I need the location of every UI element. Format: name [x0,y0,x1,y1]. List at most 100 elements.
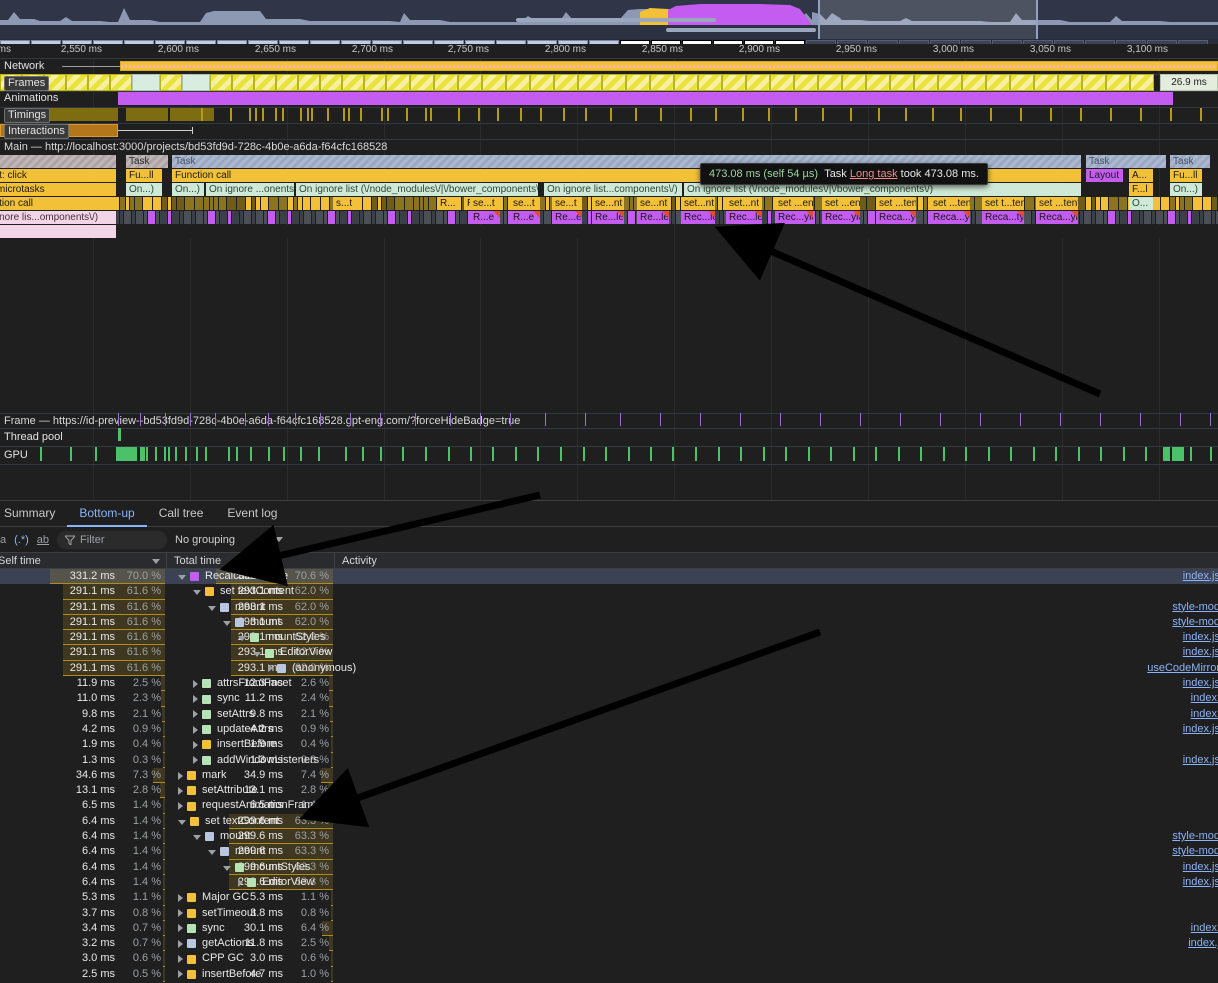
flame-bar-small[interactable] [462,197,465,210]
flame-bar-small[interactable] [1077,197,1085,210]
flame-bar[interactable]: se...t [552,197,582,210]
timing-tick[interactable] [1200,108,1202,121]
flame-bar-small[interactable] [321,197,329,210]
flame-bar-small[interactable] [1191,225,1196,238]
chevron-right-icon[interactable] [178,909,183,918]
flame-bar-small[interactable] [153,197,161,210]
flame-bar-small[interactable] [436,211,443,224]
flame-bar-small[interactable] [393,225,398,238]
timing-tick[interactable] [497,108,499,121]
flame-bar-small[interactable] [447,225,452,238]
flame-bar-small[interactable] [135,225,140,238]
flame-bar-small[interactable] [292,211,299,224]
source-link[interactable]: index.js [1182,677,1218,690]
timing-tick[interactable] [1110,108,1112,121]
chevron-right-icon[interactable] [178,955,183,964]
grouping-select[interactable]: No grouping [175,534,283,546]
overview-scrollbar-handle[interactable] [516,18,716,22]
chevron-right-icon[interactable] [178,802,183,811]
gpu-task-tick[interactable] [128,447,133,461]
gpu-task-tick[interactable] [1178,447,1184,461]
frame-marker[interactable] [1180,413,1181,426]
flame-bar-small[interactable] [621,225,626,238]
flame-bar[interactable]: Rec...yle [822,211,860,224]
table-row[interactable]: 4.2 ms 0.9 % 4.2 ms 0.9 % updateAttrs index.j… [0,721,1218,738]
flame-bar-small[interactable] [624,211,627,224]
flame-bar-small[interactable] [288,197,293,210]
flame-bar-small[interactable] [279,225,284,238]
gpu-task-tick[interactable] [300,447,302,461]
flame-bar-small[interactable] [471,225,476,238]
source-link[interactable]: style-mod [1172,600,1218,613]
flame-bar-small[interactable] [124,211,131,224]
gpu-task-tick[interactable] [268,447,270,461]
timing-tick[interactable] [425,108,427,121]
flame-bar-small[interactable] [372,211,375,224]
flame-bar-small[interactable] [1170,197,1175,210]
flame-bar-small[interactable] [477,225,482,238]
flame-bar-small[interactable] [357,225,362,238]
flame-bar-small[interactable] [1011,225,1016,238]
flame-bar-small[interactable] [597,225,602,238]
flame-bar-small[interactable] [441,225,446,238]
gpu-task-tick[interactable] [1172,447,1178,461]
flame-bar-small[interactable] [172,211,179,224]
flame-bar-small[interactable] [712,211,719,224]
flame-bar-small[interactable] [255,225,260,238]
flame-bar-small[interactable] [687,225,692,238]
source-link[interactable]: style-mod [1172,830,1218,843]
gpu-task-tick[interactable] [763,447,765,461]
frame-chip[interactable] [866,74,890,91]
flame-bar-small[interactable] [1131,225,1136,238]
timing-tick[interactable] [795,108,797,121]
frame-chip[interactable] [1058,74,1082,91]
flame-bar-small[interactable] [537,225,542,238]
flame-bar-small[interactable] [807,225,812,238]
flame-bar-small[interactable] [171,225,176,238]
frame-marker[interactable] [118,413,119,426]
flame-bar-small[interactable] [180,211,183,224]
flame-bar[interactable]: F...l [1129,183,1153,196]
flame-bar-small[interactable] [345,225,350,238]
timing-tick[interactable] [585,108,587,121]
details-tabbar[interactable]: Summary Bottom-up Call tree Event log [0,501,1218,527]
flame-bar-small[interactable] [243,225,248,238]
gpu-task-tick[interactable] [318,447,320,461]
flame-bar-small[interactable] [675,225,680,238]
flame-bar-small[interactable] [280,211,287,224]
timing-tick[interactable] [478,108,480,121]
chevron-right-icon[interactable] [193,756,198,765]
flame-bar-small[interactable] [405,197,413,210]
flame-bar[interactable]: un microtasks [0,183,116,196]
frame-marker[interactable] [165,413,166,426]
flame-bar-small[interactable] [316,211,323,224]
flame-bar-small[interactable] [663,225,668,238]
flame-bar-small[interactable] [987,225,992,238]
gpu-task-tick[interactable] [1010,447,1012,461]
flame-bar-small[interactable] [483,225,488,238]
chevron-down-icon[interactable] [223,621,231,627]
gpu-task-tick[interactable] [425,447,427,461]
table-row[interactable]: 291.1 ms 61.6 % 293.1 ms 62.0 % mount style-m… [0,614,1218,631]
frame-marker[interactable] [268,413,269,426]
flame-bar-small[interactable] [311,197,320,210]
gpu-task-tick[interactable] [196,447,198,461]
flame-bar-small[interactable] [453,225,458,238]
flame-bar-small[interactable] [351,225,356,238]
timing-tick[interactable] [742,108,744,121]
frames-track[interactable]: 26.9 ms [0,74,1218,91]
frame-chip[interactable] [938,74,962,91]
flame-bar-small[interactable] [1025,197,1034,210]
timing-tick[interactable] [715,108,717,121]
flame-bar[interactable]: On...) [172,183,204,196]
flame-bar[interactable]: R... [437,197,459,210]
flame-bar-small[interactable] [981,225,986,238]
timing-tick[interactable] [406,108,408,121]
frame-marker[interactable] [320,413,321,426]
frame-marker[interactable] [480,413,481,426]
regex-button[interactable]: (.*) [14,533,29,546]
flame-bar-small[interactable] [1149,225,1154,238]
chevron-right-icon[interactable] [178,786,183,795]
flame-bar-small[interactable] [399,225,404,238]
flame-bar-small[interactable] [1197,225,1202,238]
